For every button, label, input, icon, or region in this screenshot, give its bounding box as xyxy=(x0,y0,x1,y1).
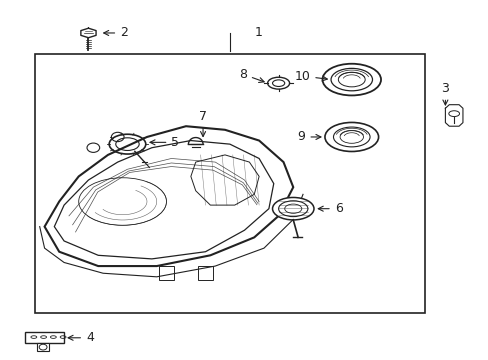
Text: 5: 5 xyxy=(150,136,179,149)
Ellipse shape xyxy=(322,64,380,95)
Text: 8: 8 xyxy=(239,68,264,82)
Text: 10: 10 xyxy=(294,69,326,82)
Text: 4: 4 xyxy=(68,331,94,344)
Polygon shape xyxy=(445,105,462,126)
Text: 3: 3 xyxy=(441,82,448,105)
Text: 1: 1 xyxy=(254,27,262,40)
Bar xyxy=(37,343,49,351)
Polygon shape xyxy=(81,28,96,38)
Bar xyxy=(198,266,212,280)
Text: 6: 6 xyxy=(318,202,342,215)
Ellipse shape xyxy=(325,122,378,152)
Text: 9: 9 xyxy=(297,130,320,144)
Text: 7: 7 xyxy=(199,110,206,136)
Circle shape xyxy=(39,344,47,350)
Bar xyxy=(159,266,173,280)
Text: 2: 2 xyxy=(103,27,128,40)
Bar xyxy=(25,332,64,343)
Circle shape xyxy=(111,132,124,141)
Circle shape xyxy=(87,143,100,152)
Ellipse shape xyxy=(272,198,313,220)
Bar xyxy=(35,54,424,313)
